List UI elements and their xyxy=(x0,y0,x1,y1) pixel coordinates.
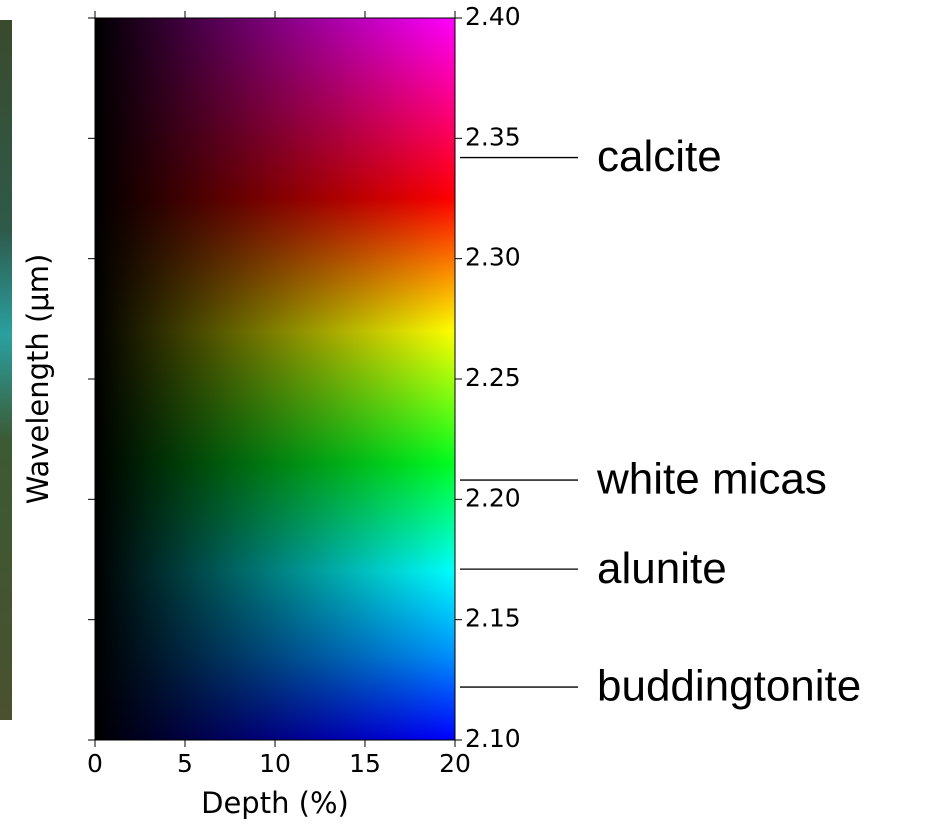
x-tick-label: 10 xyxy=(259,749,291,778)
y-tick-label: 2.30 xyxy=(465,243,521,272)
depth-shade xyxy=(95,18,455,740)
image-strip xyxy=(0,20,12,720)
x-tick-label: 5 xyxy=(177,749,193,778)
y-tick-label: 2.35 xyxy=(465,122,521,151)
annotation-label: white micas xyxy=(596,455,827,504)
annotation-label: alunite xyxy=(597,544,727,593)
x-tick-label: 15 xyxy=(349,749,381,778)
x-tick-label: 0 xyxy=(87,749,103,778)
y-tick-label: 2.20 xyxy=(465,483,521,512)
annotation-label: buddingtonite xyxy=(597,662,861,711)
y-tick-label: 2.25 xyxy=(465,363,521,392)
y-axis-label: Wavelength (μm) xyxy=(21,254,55,505)
y-tick-label: 2.10 xyxy=(465,724,521,753)
y-tick-label: 2.40 xyxy=(465,2,521,31)
x-tick-label: 20 xyxy=(439,749,471,778)
x-axis-label: Depth (%) xyxy=(201,786,349,820)
y-tick-label: 2.15 xyxy=(465,604,521,633)
chart: Wavelength (μm) Depth (%) 0 5 10 15 202.10 2.… xyxy=(0,0,950,830)
annotation-label: calcite xyxy=(597,132,722,181)
